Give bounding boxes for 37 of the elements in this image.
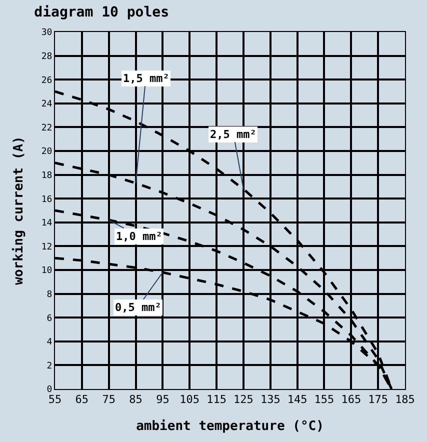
x-tick-label: 165 bbox=[341, 393, 362, 406]
chart-title: diagram 10 poles bbox=[34, 4, 170, 20]
text: 0,5 mm² bbox=[115, 301, 162, 314]
series-label: 2,5 mm² bbox=[210, 128, 256, 141]
y-tick-label: 18 bbox=[41, 170, 52, 181]
x-tick-label: 75 bbox=[102, 393, 116, 406]
x-tick-label: 175 bbox=[368, 393, 388, 406]
y-tick-label: 30 bbox=[41, 28, 52, 38]
x-tick-label: 85 bbox=[129, 393, 142, 406]
x-tick-label: 185 bbox=[395, 393, 415, 406]
y-tick-label: 20 bbox=[41, 147, 52, 158]
y-tick-label: 8 bbox=[46, 290, 52, 300]
y-tick-label: 26 bbox=[41, 76, 52, 86]
y-tick-label: 12 bbox=[41, 242, 52, 252]
x-tick-label: 145 bbox=[287, 393, 308, 406]
x-tick-label: 105 bbox=[180, 393, 200, 406]
y-tick-label: 0 bbox=[46, 385, 52, 396]
y-tick-label: 24 bbox=[41, 100, 52, 110]
x-tick-label: 95 bbox=[156, 393, 170, 406]
y-tick-label: 14 bbox=[41, 218, 52, 229]
series-label: 1,0 mm² bbox=[116, 230, 162, 243]
y-tick-label: 10 bbox=[41, 266, 52, 276]
y-tick-label: 4 bbox=[46, 338, 52, 348]
y-tick-label: 28 bbox=[41, 52, 52, 62]
y-tick-label: 16 bbox=[41, 194, 52, 205]
x-tick-label: 125 bbox=[234, 393, 254, 406]
y-axis-title: working current (A) bbox=[11, 136, 26, 285]
x-tick-label: 135 bbox=[260, 393, 280, 406]
x-tick-label: 155 bbox=[314, 393, 334, 406]
y-tick-label: 22 bbox=[41, 123, 52, 134]
y-tick-label: 2 bbox=[46, 361, 52, 372]
x-tick-label: 55 bbox=[48, 393, 62, 406]
x-axis-title: ambient temperature (°C) bbox=[136, 418, 324, 434]
x-tick-label: 65 bbox=[75, 393, 89, 406]
text: 1,5 mm² bbox=[123, 72, 170, 85]
y-tick-label: 6 bbox=[46, 314, 52, 324]
x-tick-label: 115 bbox=[206, 393, 226, 406]
